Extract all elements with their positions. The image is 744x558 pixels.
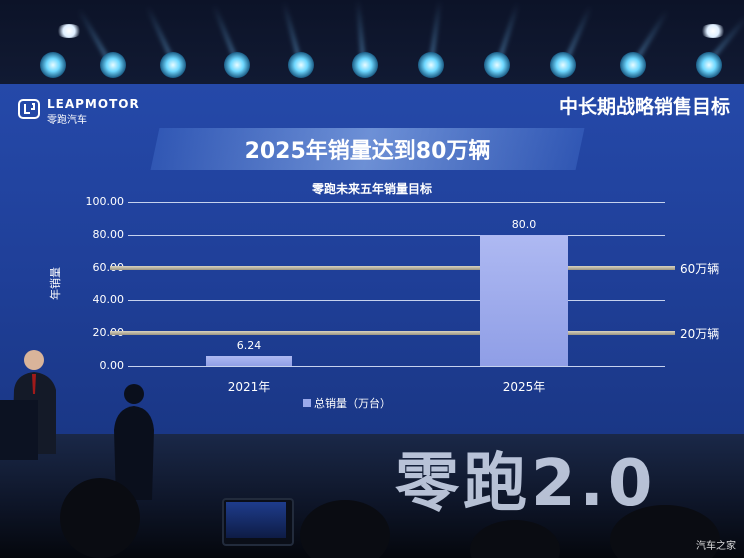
watermark: 汽车之家 (696, 541, 736, 552)
y-tick-label: 0.00 (99, 359, 125, 372)
stage-light-icon (224, 52, 250, 78)
y-tick-label: 80.00 (92, 227, 125, 241)
phone-screen (226, 502, 286, 538)
podium (0, 400, 38, 460)
brand-subtitle: 零跑汽车 (47, 115, 87, 126)
stage-light-icon (288, 52, 314, 78)
brand-name: LEAPMOTOR (47, 97, 140, 111)
x-tick-label: 2025年 (502, 380, 546, 394)
gridline (128, 234, 665, 236)
slide-corner-title: 中长期战略销售目标 (558, 96, 730, 118)
bar (206, 355, 292, 366)
x-tick-label: 2021年 (227, 380, 271, 394)
stage-light-icon (620, 52, 646, 78)
reference-label: 20万辆 (680, 327, 720, 342)
silhouette-figure (114, 384, 154, 500)
stage-light-icon (40, 52, 66, 78)
data-label: 80.0 (511, 217, 537, 231)
y-tick-label: 20.00 (92, 326, 125, 340)
stage-light-icon (352, 52, 378, 78)
ceiling-lamp-icon (56, 24, 82, 38)
stage-light-icon (696, 52, 722, 78)
reference-line (110, 265, 675, 270)
gridline (128, 366, 665, 367)
stage-light-icon (484, 52, 510, 78)
y-tick-label: 60.00 (92, 260, 125, 274)
audience-head (300, 500, 390, 558)
data-label: 6.24 (236, 338, 262, 352)
y-tick-label: 100.00 (85, 195, 125, 208)
stage-sign: 零跑2.0 (395, 447, 657, 521)
audience-head (60, 478, 140, 558)
stage-light-icon (418, 52, 444, 78)
stage-light-icon (160, 52, 186, 78)
reference-label: 60万辆 (680, 261, 720, 276)
stage-light-icon (550, 52, 576, 78)
chart-title: 零跑未来五年销量目标 (311, 182, 432, 196)
gridline (128, 202, 665, 203)
audience-head (610, 505, 720, 558)
legend-label: 总销量（万台） (314, 397, 391, 410)
reference-line (110, 331, 675, 336)
gridline (128, 300, 665, 302)
y-axis-label: 年销量 (49, 267, 62, 300)
headline-text: 2025年销量达到80万辆 (244, 139, 491, 164)
stage-light-icon (100, 52, 126, 78)
legend-swatch (303, 399, 311, 407)
ceiling-lamp-icon (700, 24, 726, 38)
y-tick-label: 40.00 (92, 293, 125, 307)
leapmotor-logo-icon (18, 99, 40, 119)
bar (480, 234, 568, 366)
stage-ceiling (0, 0, 744, 84)
